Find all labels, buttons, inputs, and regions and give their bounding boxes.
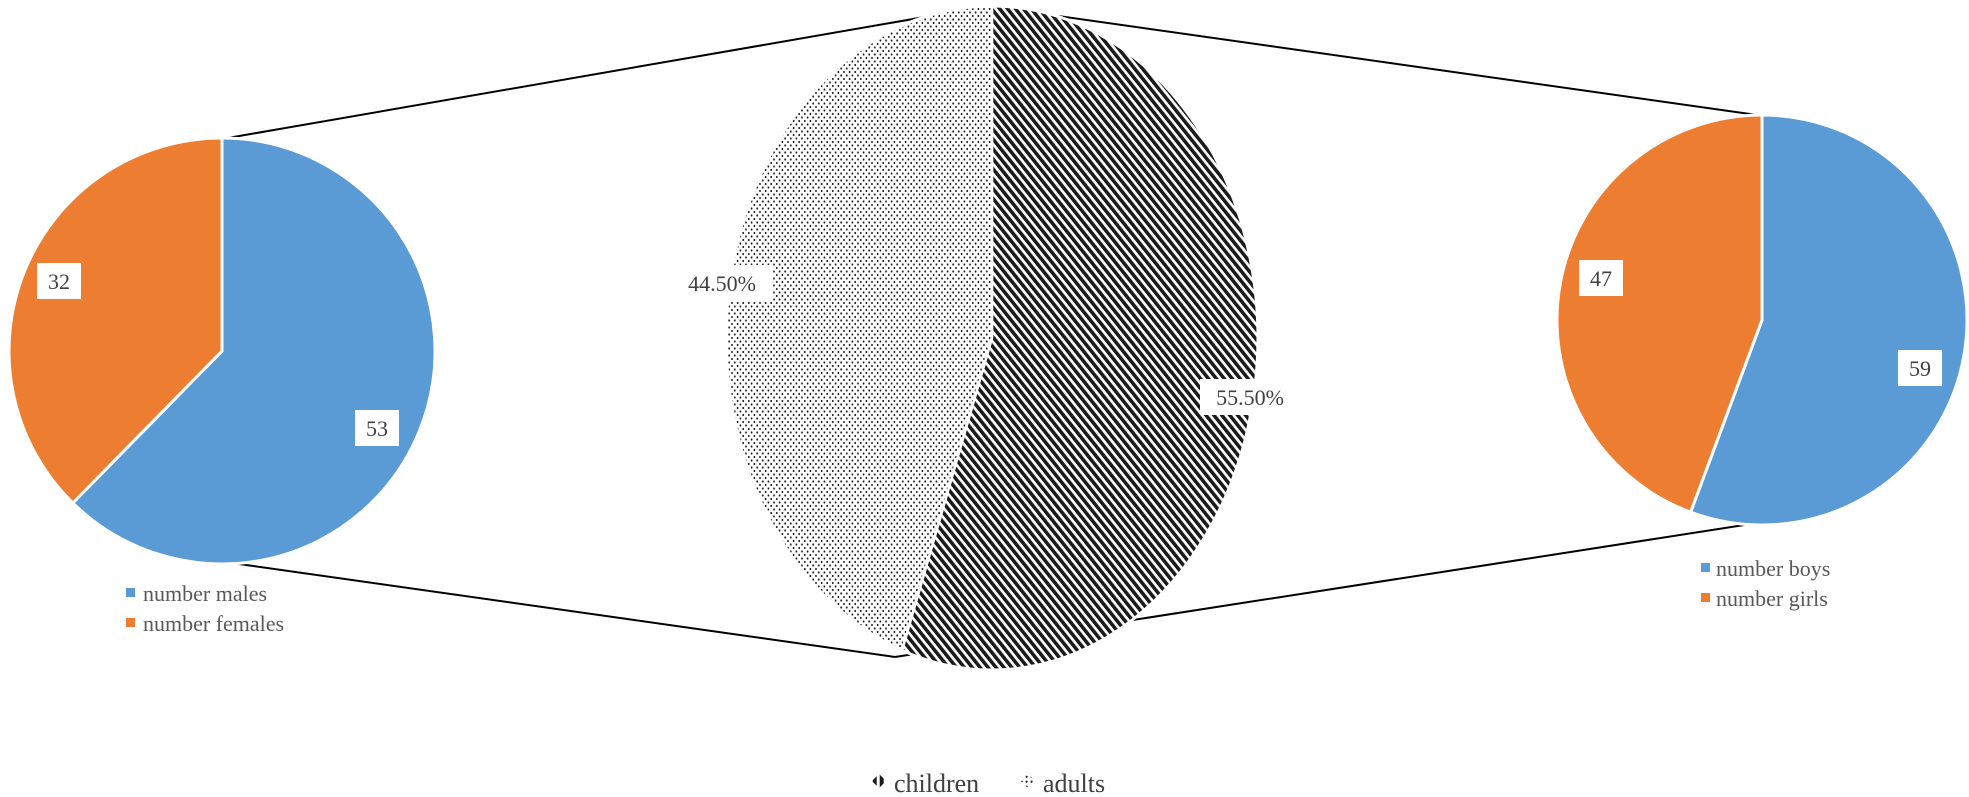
connector-line-left-bottom bbox=[231, 562, 896, 658]
legend-label-males: number males bbox=[143, 581, 267, 606]
legend-label-boys: number boys bbox=[1716, 556, 1830, 581]
connector-line-left-top bbox=[221, 5, 989, 140]
legend-right: number boys number girls bbox=[1701, 556, 1830, 611]
data-label-males-box bbox=[355, 410, 399, 446]
data-label-girls: 47 bbox=[1590, 266, 1612, 291]
data-label-males: 53 bbox=[366, 416, 388, 441]
legend-label-girls: number girls bbox=[1716, 586, 1828, 611]
legend-swatch-males bbox=[126, 588, 135, 597]
legend-label-children: children bbox=[894, 769, 979, 797]
legend-bottom: children adults bbox=[871, 769, 1105, 797]
data-label-adults: 44.50% bbox=[688, 271, 756, 296]
connector-line-right-top bbox=[987, 5, 1758, 116]
legend-left: number males number females bbox=[126, 581, 284, 636]
legend-swatch-girls bbox=[1701, 593, 1710, 602]
data-label-boys: 59 bbox=[1909, 356, 1931, 381]
slice-girls bbox=[1555, 113, 1764, 515]
legend-swatch-children bbox=[871, 773, 887, 789]
data-label-females: 32 bbox=[48, 269, 70, 294]
pie-right bbox=[1555, 113, 1969, 527]
slice-boys bbox=[1688, 113, 1969, 527]
data-label-girls-box bbox=[1579, 260, 1623, 296]
slice-males bbox=[70, 136, 437, 566]
legend-swatch-adults bbox=[1020, 773, 1036, 789]
data-label-females-box bbox=[37, 263, 81, 299]
labels-left: 53 32 bbox=[37, 263, 399, 446]
data-label-children: 55.50% bbox=[1216, 385, 1284, 410]
slice-females bbox=[7, 136, 224, 506]
pie-center bbox=[725, 4, 1259, 672]
legend-label-adults: adults bbox=[1043, 769, 1105, 797]
labels-right: 59 47 bbox=[1579, 260, 1942, 386]
legend-swatch-females bbox=[126, 618, 135, 627]
data-label-adults-box bbox=[672, 265, 772, 301]
data-label-boys-box bbox=[1898, 350, 1942, 386]
pie-left bbox=[7, 136, 437, 566]
data-label-children-box bbox=[1200, 379, 1300, 415]
legend-label-females: number females bbox=[143, 611, 284, 636]
legend-swatch-boys bbox=[1701, 563, 1710, 572]
labels-center: 55.50% 44.50% bbox=[672, 265, 1300, 415]
